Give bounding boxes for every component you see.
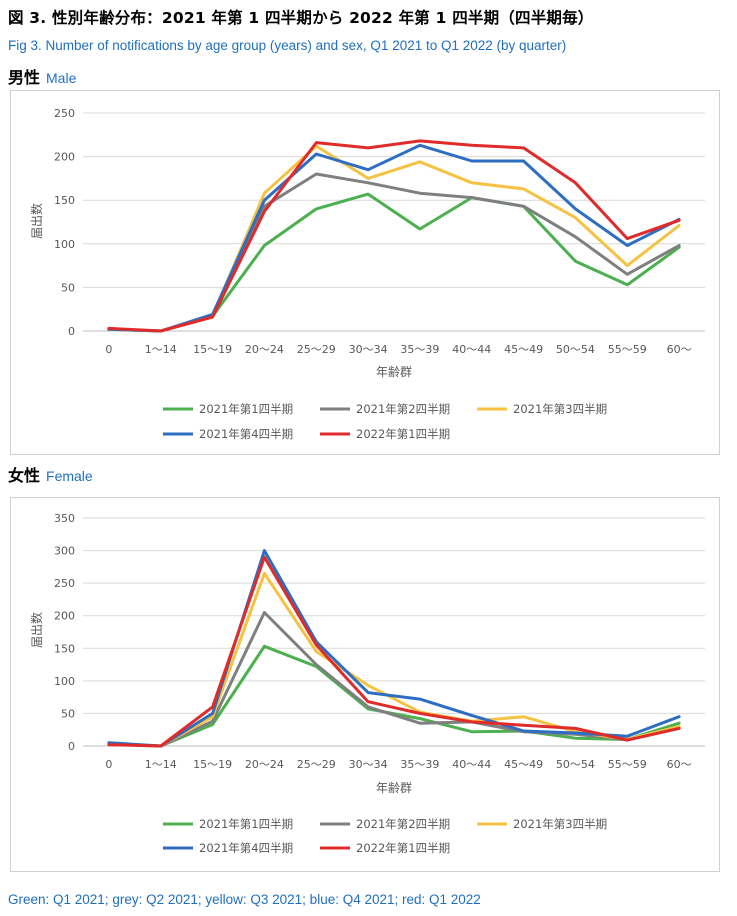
y-axis-title: 届出数 bbox=[29, 203, 44, 239]
y-tick-label: 250 bbox=[54, 577, 75, 590]
x-axis-title: 年齢群 bbox=[376, 780, 412, 795]
x-tick-label: 0 bbox=[105, 343, 112, 356]
male-label-en: Male bbox=[46, 70, 77, 86]
x-tick-label: 55〜59 bbox=[608, 758, 647, 771]
legend-label: 2022年第1四半期 bbox=[356, 841, 450, 855]
series-line-4 bbox=[107, 143, 681, 333]
male-label-jp: 男性 bbox=[8, 68, 41, 87]
legend-label: 2021年第3四半期 bbox=[513, 402, 607, 416]
series-line-3 bbox=[107, 144, 681, 333]
x-tick-label: 1〜14 bbox=[145, 343, 177, 356]
x-tick-label: 30〜34 bbox=[349, 758, 388, 771]
y-tick-label: 250 bbox=[54, 107, 75, 120]
x-tick-label: 45〜49 bbox=[504, 343, 543, 356]
legend-label: 2021年第3四半期 bbox=[513, 817, 607, 831]
female-label-en: Female bbox=[46, 468, 93, 484]
female-chart-panel: 0 50 100 150 200 250 300 350 0 1〜14 15〜19 20〜24 25〜2… bbox=[10, 497, 720, 872]
y-tick-label: 100 bbox=[54, 238, 75, 251]
y-tick-label: 50 bbox=[61, 281, 75, 294]
y-tick-label: 200 bbox=[54, 610, 75, 623]
legend-label: 2021年第2四半期 bbox=[356, 817, 450, 831]
x-tick-label: 20〜24 bbox=[245, 343, 284, 356]
x-tick-label: 55〜59 bbox=[608, 343, 647, 356]
y-tick-label: 150 bbox=[54, 642, 75, 655]
figure-title-en: Fig 3. Number of notifications by age gr… bbox=[8, 38, 567, 53]
legend-label: 2021年第2四半期 bbox=[356, 402, 450, 416]
male-chart-panel: 0 50 100 150 200 250 0 1〜14 15〜19 20〜24 25〜29 30〜34… bbox=[10, 90, 720, 455]
series-line-5 bbox=[107, 555, 681, 748]
x-tick-label: 30〜34 bbox=[349, 343, 388, 356]
series-line-4 bbox=[107, 549, 681, 748]
x-tick-label: 20〜24 bbox=[245, 758, 284, 771]
series-line-2 bbox=[107, 611, 681, 748]
legend-label: 2021年第1四半期 bbox=[199, 817, 293, 831]
color-key-note: Green: Q1 2021; grey: Q2 2021; yellow: Q… bbox=[8, 892, 481, 907]
legend-label: 2022年第1四半期 bbox=[356, 427, 450, 441]
x-tick-label: 35〜39 bbox=[400, 343, 439, 356]
x-axis-title: 年齢群 bbox=[376, 364, 412, 379]
legend-label: 2021年第4四半期 bbox=[199, 841, 293, 855]
y-tick-label: 100 bbox=[54, 675, 75, 688]
x-tick-label: 15〜19 bbox=[193, 758, 232, 771]
x-tick-label: 25〜29 bbox=[297, 758, 336, 771]
y-tick-label: 150 bbox=[54, 194, 75, 207]
x-tick-label: 60〜 bbox=[667, 758, 692, 771]
male-section-heading: 男性 Male bbox=[8, 64, 76, 88]
x-tick-label: 0 bbox=[105, 758, 112, 771]
series-line-5 bbox=[107, 139, 681, 333]
x-tick-label: 40〜44 bbox=[452, 343, 491, 356]
male-chart: 0 50 100 150 200 250 0 1〜14 15〜19 20〜24 25〜29 30〜34… bbox=[29, 107, 705, 441]
x-tick-label: 40〜44 bbox=[452, 758, 491, 771]
y-tick-label: 350 bbox=[54, 512, 75, 525]
legend-label: 2021年第4四半期 bbox=[199, 427, 293, 441]
x-tick-label: 50〜54 bbox=[556, 758, 595, 771]
female-section-heading: 女性 Female bbox=[8, 462, 93, 486]
x-tick-label: 25〜29 bbox=[297, 343, 336, 356]
female-chart: 0 50 100 150 200 250 300 350 0 1〜14 15〜19 20〜24 25〜2… bbox=[29, 512, 705, 855]
y-axis-title: 届出数 bbox=[29, 612, 44, 648]
series-line-2 bbox=[107, 172, 681, 333]
x-tick-label: 50〜54 bbox=[556, 343, 595, 356]
x-tick-label: 45〜49 bbox=[504, 758, 543, 771]
x-tick-label: 1〜14 bbox=[145, 758, 177, 771]
x-tick-label: 15〜19 bbox=[193, 343, 232, 356]
y-tick-label: 0 bbox=[68, 325, 75, 338]
figure-title-jp: 図 3. 性別年齢分布：2021 年第 1 四半期から 2022 年第 1 四半… bbox=[8, 9, 594, 27]
legend-label: 2021年第1四半期 bbox=[199, 402, 293, 416]
series-line-1 bbox=[107, 192, 681, 333]
y-tick-label: 300 bbox=[54, 545, 75, 558]
y-tick-label: 200 bbox=[54, 151, 75, 164]
y-tick-label: 0 bbox=[68, 740, 75, 753]
x-tick-label: 60〜 bbox=[667, 343, 692, 356]
y-tick-label: 50 bbox=[61, 707, 75, 720]
x-tick-label: 35〜39 bbox=[400, 758, 439, 771]
female-label-jp: 女性 bbox=[8, 466, 41, 485]
